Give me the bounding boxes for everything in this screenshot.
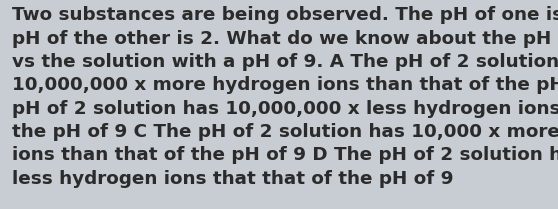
Text: Two substances are being observed. The pH of one is 9 and the
pH of the other is: Two substances are being observed. The p… bbox=[12, 6, 558, 187]
